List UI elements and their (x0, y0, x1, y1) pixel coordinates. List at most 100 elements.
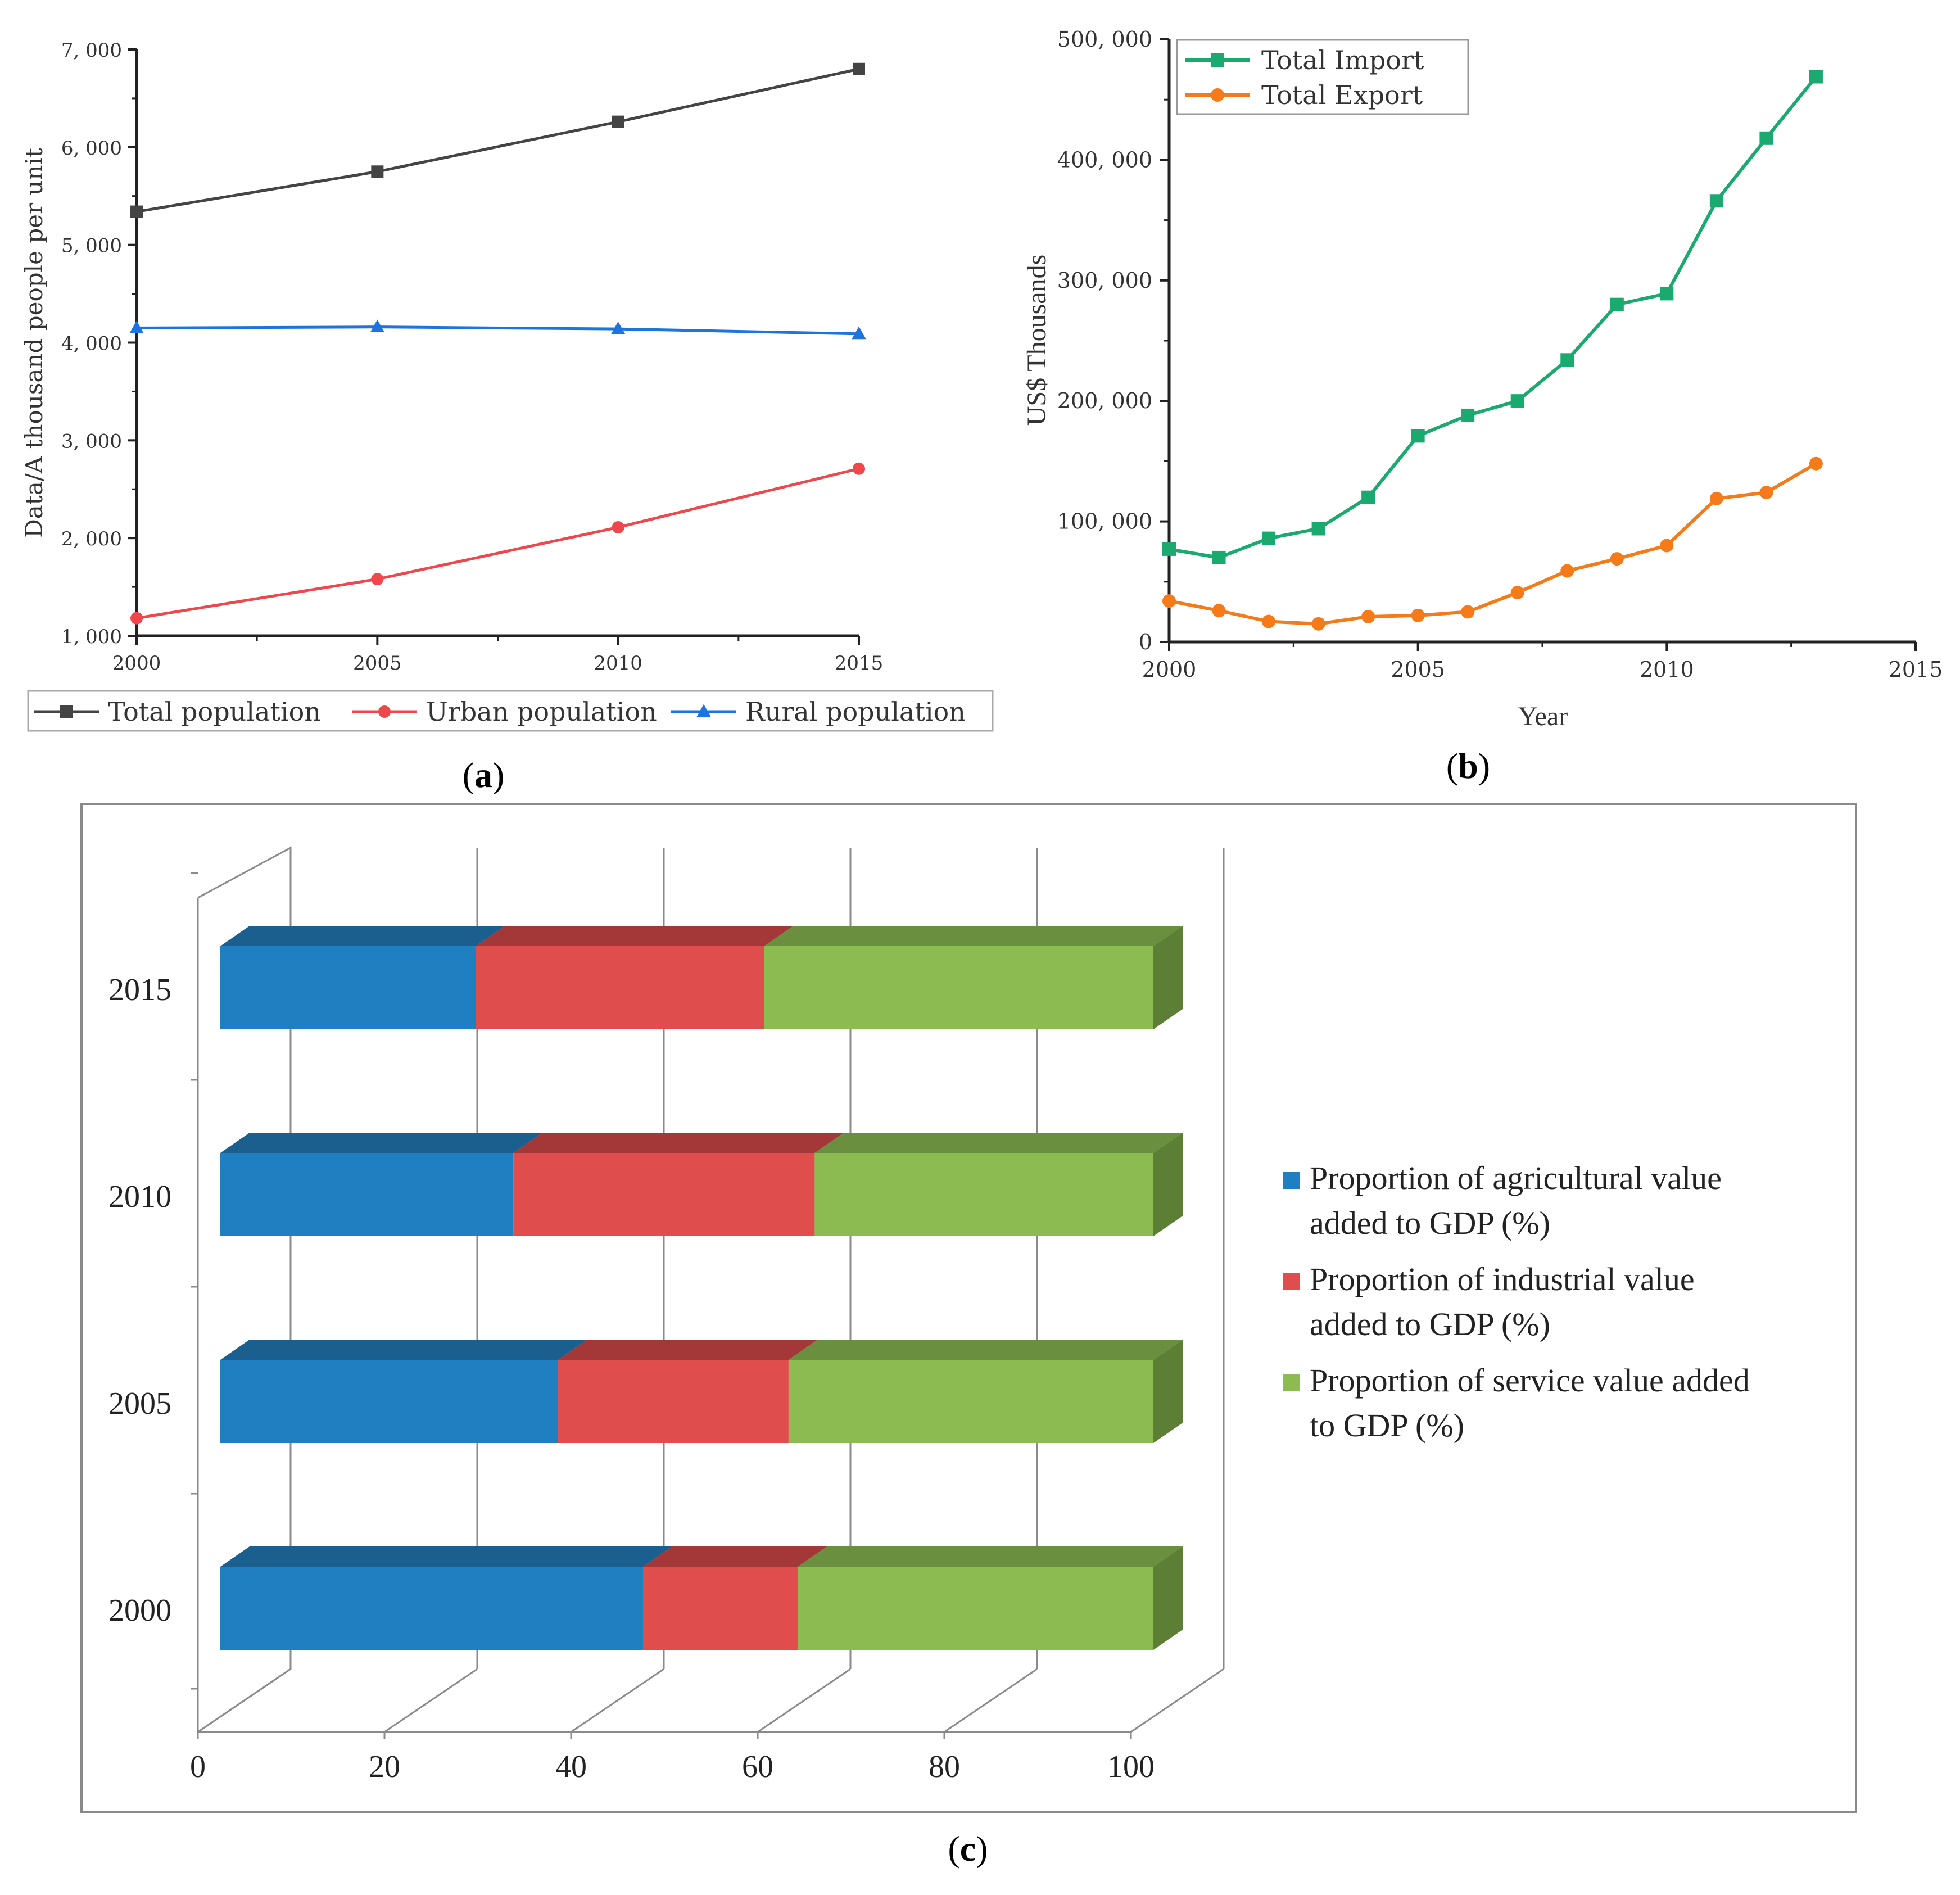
panel-b-data-point (1461, 605, 1475, 619)
panel-b-data-point (1162, 594, 1176, 608)
panel-b-y-tick-label: 100, 000 (1057, 509, 1152, 534)
panel-b-data-point (1809, 456, 1823, 471)
panel-c-bar-segment (513, 1153, 815, 1236)
panel-c-bar-segment (476, 946, 764, 1029)
panel-a-data-point (130, 205, 143, 218)
panel-b-series-line (1169, 75, 1818, 560)
panel-b-y-tick-label: 0 (1139, 630, 1152, 654)
panel-b-data-point (1709, 491, 1723, 505)
panel-a-data-point (371, 165, 384, 178)
panel-c-bar-side (1153, 1546, 1183, 1650)
panel-b-data-point (1709, 194, 1723, 208)
panel-c-floor-line (1130, 1668, 1224, 1733)
panel-b-legend-marker (1211, 88, 1224, 102)
panel-c-bar-top (476, 926, 794, 946)
panel-b-data-point (1560, 564, 1574, 578)
panel-b-data-point (1361, 490, 1375, 504)
panel-b-data-point (1262, 614, 1276, 628)
panel-b-y-tick-label: 300, 000 (1057, 268, 1152, 293)
panel-b-x-tick-label: 2015 (1889, 657, 1943, 682)
panel-c-bar-segment (642, 1567, 798, 1650)
panel-c-category-labels: 2015 2010 2005 2000 (108, 872, 198, 1690)
panel-a-x-ticks: 2000 2005 2010 2015 (112, 636, 883, 675)
panel-b-data-point (1411, 429, 1425, 443)
panel-c-legend-swatch (1283, 1374, 1300, 1391)
panel-b-x-tick-label: 2005 (1391, 657, 1445, 682)
panel-b-data-point (1411, 608, 1425, 622)
panel-a-data-point (612, 115, 624, 128)
panel-b-data-point (1610, 297, 1624, 311)
panel-c-x-tick-label: 100 (1107, 1749, 1155, 1784)
panel-b-data-point (1311, 617, 1325, 631)
panel-c-bar-segment (220, 1360, 558, 1443)
panel-c-legend-label: to GDP (%) (1310, 1407, 1464, 1444)
panel-a-y-label: Data/A thousand people per unit (20, 148, 48, 538)
panel-a-legend: Total population Urban population Rural po… (34, 697, 966, 727)
panel-b-legend-label: Total Import (1261, 45, 1424, 75)
panel-a-data-point (370, 319, 384, 333)
panel-c-bar-segment (220, 946, 476, 1029)
panel-c-floor-line (384, 1668, 478, 1733)
panel-c-floor-line (757, 1668, 851, 1733)
panel-c-bar-top (642, 1546, 827, 1567)
panel-b-data-point (1311, 522, 1325, 536)
panel-c-bar-side (1153, 926, 1183, 1029)
panel-c: 2015 2010 2005 2000 0 20 40 60 80 100 Proportion… (80, 803, 1857, 1869)
panel-c-x-tick-label: 60 (742, 1749, 773, 1784)
panel-c-bar-segment (764, 946, 1153, 1029)
panel-b-x-ticks: 2000 2005 2010 2015 (1142, 642, 1943, 682)
panel-b: 0 100, 000 200, 000 300, 000 400, 000 500, 00… (1022, 27, 1943, 786)
panel-b-data-point (1660, 539, 1674, 553)
panel-a: 1, 000 2, 000 3, 000 4, 000 5, 000 6, 000 7, 0… (20, 39, 994, 795)
panel-c-floor-line (571, 1668, 664, 1733)
panel-a-legend-box (27, 690, 994, 732)
panel-a-y-tick-label: 7, 000 (61, 39, 122, 62)
panel-b-legend: Total Import Total Export (1185, 45, 1424, 110)
panel-a-y-tick-label: 5, 000 (61, 235, 122, 257)
panel-a-legend-label: Total population (108, 697, 321, 727)
panel-a-series-line (136, 67, 859, 214)
panel-b-x-tick-label: 2000 (1142, 657, 1197, 682)
panel-c-bar-top (220, 1133, 543, 1153)
panel-a-y-tick-label: 1, 000 (61, 626, 122, 648)
panel-c-bar-segment (788, 1360, 1153, 1443)
panel-c-floor-line (197, 1668, 291, 1733)
panel-b-data-point (1510, 586, 1524, 600)
panel-b-data-point (1361, 609, 1375, 623)
panel-a-legend-marker (696, 704, 711, 717)
panel-a-y-tick-label: 2, 000 (61, 528, 122, 550)
panel-a-y-tick-label: 3, 000 (61, 430, 122, 453)
panel-a-series-line (136, 325, 859, 336)
panel-b-data-point (1212, 604, 1226, 618)
panel-c-bar-top (513, 1133, 844, 1153)
panel-a-x-tick-label: 2010 (594, 652, 642, 675)
panel-b-y-label: US$ Thousands (1022, 255, 1052, 426)
panel-a-legend-marker (60, 705, 73, 718)
panel-c-legend: Proportion of agricultural value added to… (1283, 1160, 1750, 1444)
panel-b-legend-box (1176, 39, 1469, 115)
panel-a-y-tick-label: 4, 000 (61, 333, 122, 355)
panel-c-caption: (c) (948, 1829, 988, 1869)
panel-b-y-ticks: 0 100, 000 200, 000 300, 000 400, 000 500, 00… (1057, 27, 1169, 654)
panel-c-floor-line (944, 1668, 1038, 1733)
panel-c-bar-top (558, 1340, 818, 1360)
panel-c-bar-top (788, 1340, 1183, 1360)
panel-c-bar-top (220, 1546, 672, 1567)
panel-b-x-label: Year (1518, 702, 1568, 731)
panel-b-legend-marker (1211, 53, 1224, 67)
panel-b-caption: (b) (1446, 746, 1490, 786)
panel-a-data-point (612, 521, 624, 534)
panel-a-caption: (a) (463, 755, 505, 795)
panel-b-x-tick-label: 2010 (1640, 657, 1694, 682)
panel-b-y-tick-label: 400, 000 (1057, 147, 1152, 172)
panel-b-data-point (1461, 408, 1475, 422)
panel-c-x-tick-label: 80 (929, 1749, 960, 1784)
panel-c-category-label: 2015 (108, 973, 171, 1007)
panel-c-x-tick-label: 20 (369, 1749, 400, 1784)
panel-c-bar-segment (220, 1567, 643, 1650)
panel-a-data-point (853, 462, 865, 475)
panel-c-legend-swatch (1283, 1273, 1300, 1290)
panel-b-series-line (1169, 462, 1817, 626)
panel-b-data-point (1660, 287, 1674, 301)
